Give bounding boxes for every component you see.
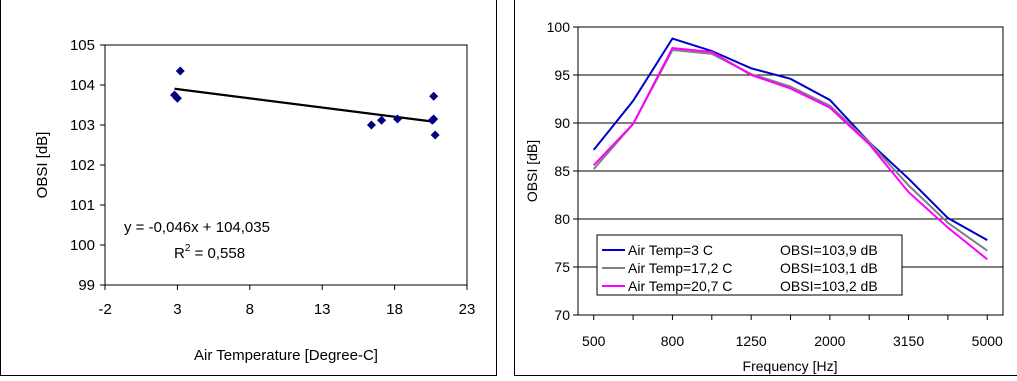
legend-series-name: Air Temp=3 C bbox=[628, 242, 713, 258]
x-tick-label: -2 bbox=[98, 301, 111, 318]
x-tick-label: 800 bbox=[661, 333, 685, 349]
scatter-x-axis-label: Air Temperature [Degree-C] bbox=[194, 347, 378, 364]
y-tick-label: 90 bbox=[554, 115, 570, 131]
y-tick-label: 100 bbox=[70, 237, 95, 254]
trendline bbox=[174, 87, 436, 123]
legend-box bbox=[596, 234, 903, 296]
x-tick-label: 23 bbox=[459, 301, 476, 318]
y-tick-label: 99 bbox=[78, 277, 95, 294]
data-point bbox=[175, 66, 185, 76]
x-tick-label: 5000 bbox=[972, 333, 1003, 349]
x-tick-label: 2000 bbox=[814, 333, 845, 349]
legend-series-obsi: OBSI=103,1 dB bbox=[780, 260, 878, 276]
y-tick-label: 75 bbox=[554, 259, 570, 275]
x-tick-label: 18 bbox=[386, 301, 403, 318]
line-chart: 70 75 80 85 90 95 100 500 800 1250 2000 3150 5000 A… bbox=[524, 19, 1004, 374]
legend-series-name: Air Temp=20,7 C bbox=[628, 278, 732, 294]
data-point bbox=[429, 91, 439, 101]
series-line bbox=[592, 37, 988, 241]
scatter-chart: 99 100 101 102 103 104 105 -2 3 8 13 18 23 y = -0,0… bbox=[34, 37, 476, 364]
data-point bbox=[392, 114, 402, 124]
y-tick-label: 85 bbox=[554, 163, 570, 179]
series-line bbox=[593, 47, 988, 261]
x-tick-label: 500 bbox=[582, 333, 606, 349]
y-tick-label: 100 bbox=[547, 19, 571, 35]
x-tick-label: 1250 bbox=[736, 333, 767, 349]
data-point bbox=[377, 115, 387, 125]
x-tick-label: 3 bbox=[173, 301, 181, 318]
x-tick-label: 8 bbox=[246, 301, 254, 318]
y-tick-label: 104 bbox=[70, 77, 95, 94]
line-x-axis-label: Frequency [Hz] bbox=[743, 358, 838, 374]
scatter-plot-area bbox=[104, 44, 468, 286]
scatter-y-axis-label: OBSI [dB] bbox=[34, 132, 51, 199]
y-tick-label: 101 bbox=[70, 197, 95, 214]
legend-series-name: Air Temp=17,2 C bbox=[628, 260, 732, 276]
scatter-chart-panel: 99 100 101 102 103 104 105 -2 3 8 13 18 23 y = -0,0… bbox=[0, 0, 497, 376]
x-tick-label: 13 bbox=[314, 301, 331, 318]
scatter-r-squared: R2 = 0,558 bbox=[174, 243, 245, 262]
legend: Air Temp=3 C OBSI=103,9 dB Air Temp=17,2 C… bbox=[596, 234, 903, 296]
legend-series-obsi: OBSI=103,2 dB bbox=[780, 278, 878, 294]
line-y-axis-label: OBSI [dB] bbox=[524, 140, 540, 202]
x-tick-label: 3150 bbox=[893, 333, 924, 349]
y-tick-label: 103 bbox=[70, 117, 95, 134]
legend-series-obsi: OBSI=103,9 dB bbox=[780, 242, 878, 258]
data-point bbox=[430, 130, 440, 140]
y-tick-label: 80 bbox=[554, 211, 570, 227]
series-line bbox=[592, 48, 988, 252]
data-point bbox=[429, 114, 439, 124]
y-tick-label: 105 bbox=[70, 37, 95, 54]
scatter-equation: y = -0,046x + 104,035 bbox=[124, 219, 270, 236]
y-tick-label: 95 bbox=[554, 67, 570, 83]
data-point bbox=[366, 120, 376, 130]
y-tick-label: 102 bbox=[70, 157, 95, 174]
data-point bbox=[172, 93, 182, 103]
line-chart-panel: 70 75 80 85 90 95 100 500 800 1250 2000 3150 5000 A… bbox=[514, 0, 1017, 376]
y-tick-label: 70 bbox=[554, 307, 570, 323]
